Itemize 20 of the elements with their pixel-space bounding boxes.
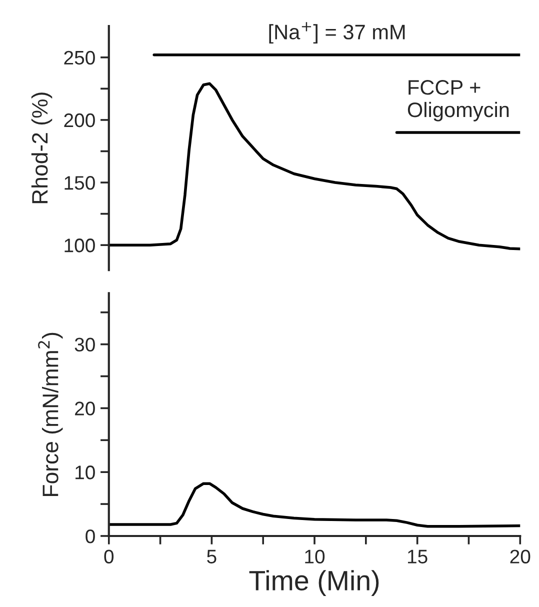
x-tick-label: 5: [207, 550, 216, 564]
series-label: FCCP + Oligomycin: [408, 80, 509, 122]
y-axis-title: Force (mN/mm$^{2}$): [38, 332, 63, 496]
y-tick-label: 150: [64, 176, 95, 190]
line-series: [108, 82, 520, 250]
y-tick-label: 100: [64, 238, 95, 252]
series-label: [Na$^{+}$] = 37 mM: [269, 22, 405, 44]
y-tick-label: 20: [75, 402, 95, 416]
y-tick-label: 250: [64, 50, 95, 65]
line-series: [108, 482, 520, 528]
y-tick-label: 30: [74, 338, 95, 352]
y-tick-label: 200: [64, 113, 95, 128]
x-tick-label: 15: [408, 550, 428, 564]
y-tick-label: 0: [86, 529, 95, 544]
x-tick-label: 20: [510, 550, 530, 564]
y-axis-title: Rhod-2 (%): [31, 92, 52, 204]
y-tick-label: 10: [76, 466, 95, 480]
x-axis-title: Time (Min): [249, 570, 379, 596]
x-tick-label: 0: [104, 550, 114, 564]
x-tick-label: 10: [305, 550, 325, 564]
